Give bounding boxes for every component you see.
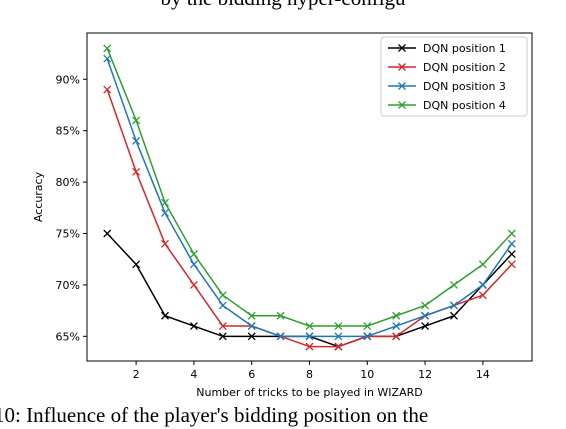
- data-point-marker: [392, 322, 401, 331]
- data-point-marker: [132, 260, 141, 269]
- legend-entry-label: DQN position 3: [423, 80, 506, 93]
- data-point-marker: [305, 332, 314, 341]
- data-point-marker: [392, 311, 401, 320]
- data-point-marker: [247, 332, 256, 341]
- data-point-marker: [103, 85, 112, 94]
- caption-bottom-text: 10: Influence of the player's bidding po…: [0, 403, 429, 427]
- data-point-marker: [132, 116, 141, 125]
- x-tick-label: 14: [476, 368, 490, 381]
- data-point-marker: [450, 311, 458, 320]
- legend-entry-label: DQN position 4: [423, 99, 506, 112]
- data-point-marker: [161, 208, 169, 217]
- data-point-marker: [334, 342, 343, 351]
- data-point-marker: [218, 301, 227, 310]
- data-point-marker: [276, 311, 285, 320]
- data-point-marker: [478, 280, 487, 289]
- x-tick-label: 10: [360, 368, 374, 381]
- data-point-marker: [507, 260, 516, 269]
- data-point-marker: [132, 137, 141, 145]
- legend-marker: [398, 63, 406, 71]
- data-point-marker: [478, 260, 487, 269]
- legend-entry-label: DQN position 1: [423, 42, 506, 55]
- data-point-marker: [161, 239, 169, 248]
- data-point-marker: [305, 322, 314, 331]
- series-4: [103, 44, 516, 331]
- data-point-marker: [189, 250, 198, 259]
- series-3: [103, 54, 516, 341]
- data-point-marker: [218, 322, 227, 331]
- data-point-marker: [103, 54, 112, 63]
- data-point-marker: [103, 44, 112, 53]
- data-point-marker: [103, 229, 112, 238]
- data-point-marker: [421, 322, 430, 331]
- caption-top-text: by the bidding hyper-configu: [0, 0, 566, 12]
- data-point-marker: [161, 198, 169, 207]
- legend-marker: [398, 44, 406, 52]
- legend-marker: [398, 82, 406, 90]
- y-axis-ticks: 65% 70% 75% 80% 85% 90%: [56, 73, 87, 343]
- y-tick-label: 90%: [56, 73, 80, 86]
- data-point-marker: [392, 332, 401, 341]
- data-point-marker: [247, 322, 256, 331]
- y-tick-label: 75%: [56, 228, 80, 241]
- data-point-marker: [161, 311, 169, 320]
- plot-content: [103, 44, 516, 351]
- data-point-marker: [507, 250, 516, 259]
- legend-entry-label: DQN position 2: [423, 61, 506, 74]
- series-line: [106, 232, 513, 348]
- legend-box: [380, 36, 528, 117]
- y-axis-label: Accuracy: [32, 171, 45, 222]
- data-point-marker: [218, 332, 227, 341]
- x-axis-ticks: 2 4 6 8 10 12 14: [133, 361, 490, 381]
- data-point-marker: [450, 301, 458, 310]
- data-point-marker: [247, 311, 256, 320]
- y-tick-label: 85%: [56, 125, 80, 138]
- x-tick-label: 6: [248, 368, 255, 381]
- data-point-marker: [189, 280, 198, 289]
- x-tick-label: 12: [418, 368, 432, 381]
- data-point-marker: [189, 260, 198, 269]
- legend-marker: [398, 101, 406, 109]
- x-tick-label: 2: [133, 368, 140, 381]
- data-point-marker: [132, 167, 141, 176]
- data-point-marker: [421, 301, 430, 310]
- data-point-marker: [363, 332, 372, 341]
- data-point-marker: [507, 229, 516, 238]
- x-tick-label: 4: [190, 368, 197, 381]
- data-point-marker: [218, 291, 227, 300]
- data-point-marker: [478, 291, 487, 300]
- data-point-marker: [363, 322, 372, 331]
- y-tick-label: 65%: [56, 330, 80, 343]
- data-point-marker: [189, 322, 198, 331]
- data-point-marker: [305, 342, 314, 351]
- data-point-marker: [334, 332, 343, 341]
- series-2: [103, 85, 516, 351]
- data-point-marker: [276, 332, 285, 341]
- series-1: [103, 229, 516, 351]
- x-axis-label: Number of tricks to be played in WIZARD: [196, 386, 422, 399]
- data-point-marker: [334, 322, 343, 331]
- data-point-marker: [421, 311, 430, 320]
- y-tick-label: 80%: [56, 176, 80, 189]
- y-tick-label: 70%: [56, 279, 80, 292]
- data-point-marker: [507, 239, 516, 248]
- data-point-marker: [450, 280, 458, 289]
- x-tick-label: 8: [306, 368, 313, 381]
- legend: DQN position 1 DQN position 2 DQN position…: [380, 36, 528, 117]
